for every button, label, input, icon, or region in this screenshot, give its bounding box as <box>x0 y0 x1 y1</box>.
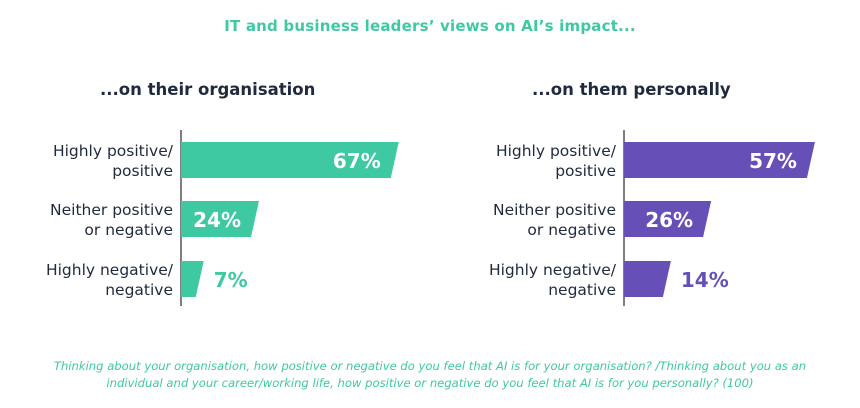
org-value-label-positive: 67% <box>333 149 381 173</box>
org-category-label-negative: Highly negative/negative <box>46 261 174 299</box>
personal-bar-neutral <box>624 201 712 237</box>
org-value-label-neutral: 24% <box>193 208 241 232</box>
personal-bar-negative <box>624 261 671 297</box>
org-bar-negative <box>181 261 204 297</box>
org-bar-neutral <box>181 201 259 237</box>
personal-category-label-positive: Highly positive/positive <box>496 142 617 180</box>
personal-category-label-neutral: Neither positive or negative <box>493 201 616 239</box>
personal-value-label-positive: 57% <box>749 149 797 173</box>
footnote: Thinking about your organisation, how po… <box>53 359 807 390</box>
chart-title: IT and business leaders’ views on AI’s i… <box>224 17 636 35</box>
personal-value-label-negative: 14% <box>681 268 729 292</box>
left-chart-subtitle: ...on their organisation <box>100 80 316 99</box>
org-category-label-neutral: Neither positive or negative <box>50 201 173 239</box>
personal-bar-positive <box>624 142 815 178</box>
personal-value-label-neutral: 26% <box>645 208 693 232</box>
org-category-label-positive: Highly positive/positive <box>53 142 174 180</box>
right-chart-subtitle: ...on them personally <box>532 80 731 99</box>
org-value-label-negative: 7% <box>214 268 248 292</box>
org-bar-positive <box>181 142 399 178</box>
personal-category-label-negative: Highly negative/negative <box>489 261 617 299</box>
personal-chart: 57% Highly positive/positive 26% Neither po… <box>489 130 815 306</box>
organisation-chart: 67% Highly positive/positive 24% Neither po… <box>46 130 399 306</box>
